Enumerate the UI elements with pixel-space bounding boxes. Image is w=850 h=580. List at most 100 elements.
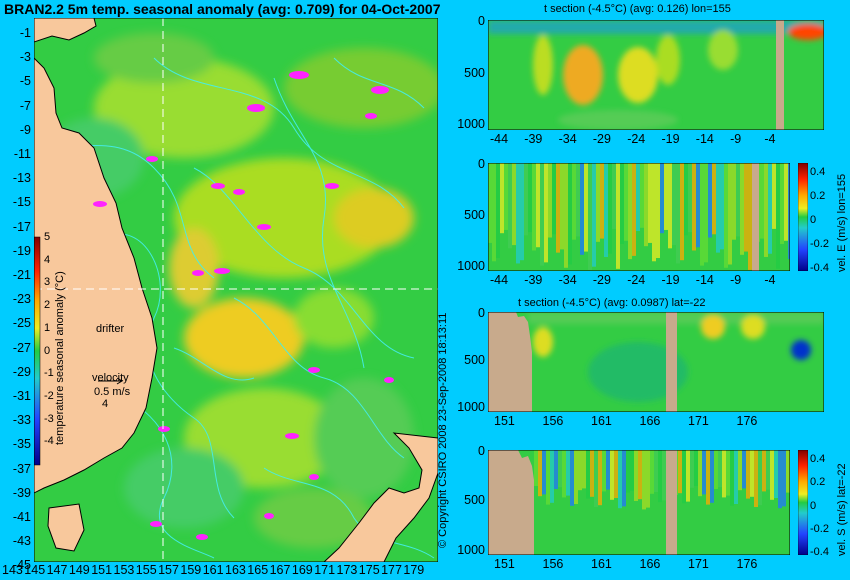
longitude-tick: 143 [2,563,23,577]
latitude-tick: -23 [12,292,31,307]
section-depth-tick: 500 [464,493,485,508]
section-depth-tick: 500 [464,353,485,367]
section-depth-tick: 0 [478,306,485,320]
section-x-tick: 176 [736,414,758,428]
map-colorbar-tick: -1 [44,367,54,380]
map-colorbar-tick: -2 [44,389,54,402]
map-colorbar-tick: -3 [44,412,54,425]
map-colorbar-tick: 1 [44,321,51,334]
map-plot [34,18,438,562]
latitude-tick: -35 [12,437,31,452]
section-depth-tick: 0 [478,14,485,28]
velocity-arrow [98,377,123,385]
latitude-tick: -37 [12,461,31,476]
section-x-tick: 151 [494,414,515,428]
longitude-tick: 169 [291,563,313,577]
velocity-e-stripes [488,163,790,270]
section-x-tick: -19 [661,273,680,287]
panel-2-colorbar [798,163,808,271]
longitude-tick: 155 [135,563,157,577]
longitude-tick: 177 [381,563,402,577]
panel-2-colorbar-label: vel. E (m/s) lon=155 [836,173,848,272]
map-colorbar-tick: 2 [44,299,51,312]
longitude-tick: 179 [403,563,425,577]
latitude-tick: -19 [12,243,31,258]
longitude-tick: 165 [247,563,269,577]
velocity-colorbar-tick: 0 [810,499,817,512]
longitude-tick: 153 [113,563,135,577]
velocity-colorbar-tick: 0.4 [810,453,826,465]
section-x-tick: -9 [730,273,742,287]
section-depth-tick: 500 [464,65,485,80]
section-depth-tick: 500 [464,207,485,222]
latitude-tick: -5 [19,74,31,89]
latitude-tick: -33 [12,413,31,428]
velocity-colorbar-tick: 0.4 [810,166,826,178]
latitude-tick: -15 [12,195,31,210]
longitude-tick: 151 [91,563,113,577]
longitude-tick: 147 [46,563,68,577]
panel-2-section [488,163,790,271]
australia-landmass [34,57,158,494]
new-zealand-landmass [323,432,438,562]
drifter-label: drifter [96,323,125,335]
panel-3-title: t section (-4.5°C) (avg: 0.0987) lat=-22 [518,297,706,309]
section-x-tick: 171 [688,414,709,428]
panel-1-title: t section (-4.5°C) (avg: 0.126) lon=155 [544,3,731,15]
longitude-tick: 173 [336,563,358,577]
section-x-tick: -14 [695,132,714,146]
section-x-tick: -39 [524,273,543,287]
velocity-colorbar-tick: -0.2 [810,238,829,250]
map-colorbar-tick: 5 [44,231,51,243]
latitude-tick: -21 [12,268,31,282]
drifter-tracks [93,71,394,540]
velocity-colorbar-tick: 0.2 [810,476,826,489]
velocity-colorbar-tick: -0.2 [810,522,829,535]
latitude-tick: -1 [19,26,31,40]
section-x-tick: 166 [639,414,661,428]
map-colorbar [34,236,41,466]
section-x-tick: -14 [695,273,714,287]
map-colorbar-tick: -4 [44,435,54,448]
section-x-tick: 151 [494,557,515,571]
section-x-tick: 156 [542,557,564,571]
longitude-tick: 145 [24,563,46,577]
velocity-colorbar-tick: 0 [810,214,817,226]
new-guinea-landmass [34,18,97,43]
section-x-tick: 171 [688,557,709,571]
land-masses [34,18,438,562]
bathymetry-contours [34,57,435,559]
panel-4-colorbar [798,450,808,555]
latitude-tick: -11 [13,147,31,161]
latitude-tick: -31 [12,389,31,403]
section-x-tick: 161 [591,557,612,571]
section-depth-tick: 1000 [457,117,485,132]
panel-4-section [488,450,790,555]
tasmania-landmass [47,503,85,552]
section-x-tick: -24 [627,132,646,146]
map-colorbar-tick: 3 [44,276,51,289]
longitude-tick: 171 [314,563,336,577]
velocity-colorbar-tick: -0.4 [810,262,829,274]
section-x-tick: 161 [591,414,612,428]
section-x-tick: -44 [490,132,509,146]
map-title: BRAN2.2 5m temp. seasonal anomaly (avg: … [4,1,441,17]
panel-3-section [488,312,824,412]
section-3-land [488,312,532,412]
section-x-tick: -24 [627,273,646,287]
section-x-tick: -44 [490,273,509,287]
section-crosshair [34,18,438,562]
longitude-tick: 157 [158,563,179,577]
latitude-tick: -25 [12,316,31,331]
section-x-tick: 156 [542,414,564,428]
section-depth-tick: 1000 [457,400,485,414]
latitude-tick: -41 [12,510,31,524]
section-depth-tick: 0 [478,157,485,171]
longitude-tick: 161 [202,563,224,577]
panel-1-section [488,20,824,130]
latitude-tick: -29 [12,364,31,379]
section-x-tick: -19 [661,132,680,146]
section-x-tick: -4 [764,273,776,287]
velocity-value: 4 [102,398,109,410]
section-depth-tick: 0 [478,444,485,458]
